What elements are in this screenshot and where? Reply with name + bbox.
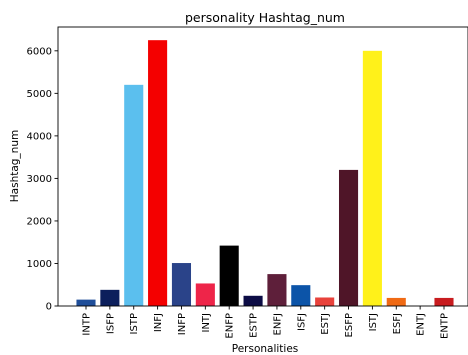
bar-estj [315,297,335,306]
x-tick-label: ISFP [105,313,116,334]
bar-istp [124,84,144,306]
x-tick-label: ENTP [440,313,451,339]
bar-infp [171,263,192,306]
bar-enfj [267,274,287,306]
y-tick-label: 4000 [27,131,52,142]
x-tick-label: ENFJ [272,313,283,336]
x-tick-label: ENTJ [416,313,427,336]
bar-isfj [291,285,311,306]
plot-frame [57,26,468,307]
x-tick-label: INTJ [201,313,212,333]
bar-entp [434,297,454,306]
bar-istj [362,50,382,306]
x-tick-label: ESFJ [392,313,403,334]
x-tick-label: ENFP [225,313,236,339]
x-tick-label: INFP [177,313,188,335]
x-tick-label: ISTP [129,313,140,334]
bar-esfp [338,169,359,306]
y-tick-label: 1000 [27,259,52,270]
y-axis-title: Hashtag_num [9,130,21,202]
bar-intj [195,283,215,306]
bar-infj [148,40,168,307]
x-tick-label: ISFJ [296,313,307,331]
x-tick-label: ESTJ [320,313,331,335]
x-tick-label: ESTP [249,313,260,338]
bar-intp [76,299,96,306]
bar-esfj [386,297,406,306]
x-tick-label: ESFP [344,313,355,337]
bar-enfp [219,245,239,306]
x-tick-label: INTP [82,313,93,336]
y-axis: 0 1000 2000 3000 4000 5000 6000 [27,46,58,313]
chart-title: personality Hashtag_num [185,10,345,25]
y-tick-label: 5000 [27,89,52,100]
x-axis-title: Personalities [232,343,299,355]
bars-layer [76,40,454,307]
y-tick-label: 0 [46,302,52,313]
x-tick-label: ISTJ [368,313,379,331]
bar-isfp [100,289,120,306]
bar-estp [243,295,263,306]
x-tick-label: INFJ [153,313,164,332]
y-tick-label: 3000 [27,174,52,185]
y-tick-label: 6000 [27,46,52,57]
x-axis: INTP ISFP ISTP INFJ INFP INTJ ENFP ESTP ENFJ ISFJ… [82,306,451,339]
y-tick-label: 2000 [27,216,52,227]
